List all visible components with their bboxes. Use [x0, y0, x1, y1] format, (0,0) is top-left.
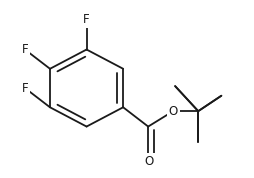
- Text: F: F: [83, 13, 90, 26]
- Text: O: O: [145, 155, 154, 168]
- Text: F: F: [22, 82, 28, 95]
- Text: F: F: [22, 43, 28, 56]
- Text: O: O: [169, 105, 178, 118]
